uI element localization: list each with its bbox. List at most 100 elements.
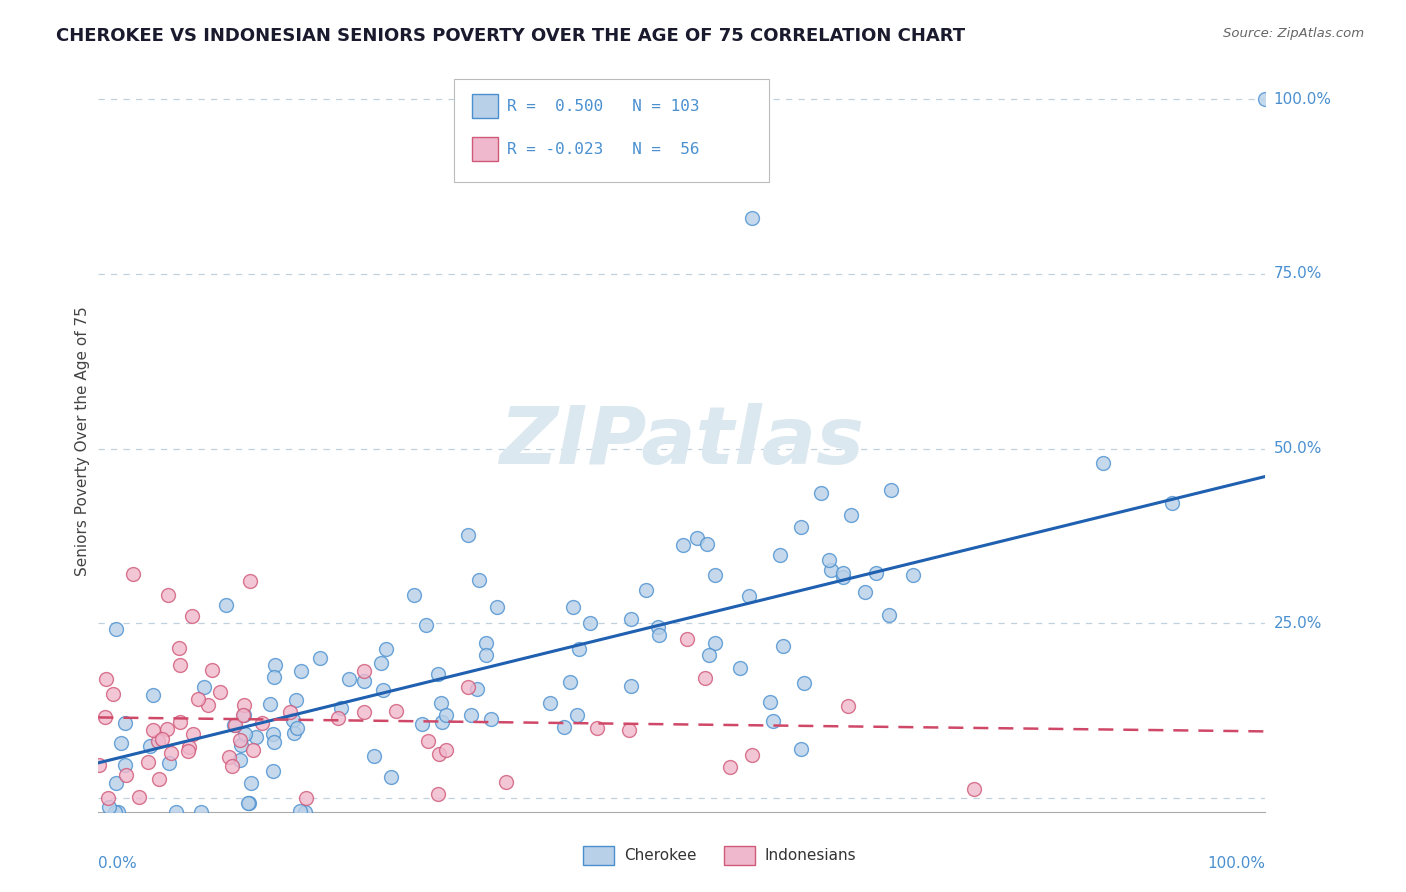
Point: [427, 666, 450, 681]
Point: [150, 732, 173, 747]
Point: [232, 708, 254, 723]
Point: [384, 704, 406, 718]
Point: [474, 648, 496, 662]
Text: ZIPatlas: ZIPatlas: [499, 402, 865, 481]
Point: [789, 520, 811, 534]
Point: [434, 743, 457, 757]
Point: [242, 743, 264, 757]
Point: [353, 664, 375, 678]
Point: [229, 738, 252, 752]
Point: [177, 739, 200, 754]
Point: [1161, 496, 1184, 510]
Point: [252, 715, 274, 730]
Point: [457, 528, 479, 542]
Text: Indonesians: Indonesians: [765, 848, 856, 863]
Point: [465, 681, 488, 696]
Point: [831, 569, 853, 583]
Point: [430, 715, 453, 730]
Point: [224, 718, 246, 732]
Point: [415, 617, 437, 632]
Point: [741, 211, 763, 225]
Point: [245, 730, 267, 744]
Point: [177, 744, 200, 758]
Point: [167, 640, 190, 655]
Point: [222, 718, 245, 732]
Point: [104, 622, 127, 636]
Point: [820, 563, 842, 577]
Point: [236, 796, 259, 810]
Point: [568, 642, 591, 657]
Point: [579, 615, 602, 630]
Point: [262, 727, 284, 741]
Point: [87, 758, 110, 772]
Point: [259, 697, 281, 711]
Point: [330, 701, 353, 715]
Point: [686, 531, 709, 545]
Point: [1254, 92, 1277, 106]
Text: 75.0%: 75.0%: [1274, 267, 1322, 281]
Point: [430, 696, 453, 710]
Point: [294, 805, 316, 819]
Point: [138, 739, 160, 753]
Point: [96, 672, 118, 686]
Point: [309, 650, 332, 665]
Point: [617, 723, 640, 737]
Point: [98, 800, 121, 814]
Point: [585, 721, 607, 735]
Text: 25.0%: 25.0%: [1274, 615, 1322, 631]
Point: [263, 658, 285, 673]
Point: [238, 796, 260, 810]
Point: [156, 722, 179, 736]
Point: [880, 483, 903, 497]
Point: [380, 770, 402, 784]
Point: [474, 636, 496, 650]
Point: [104, 805, 127, 819]
Text: R =  0.500   N = 103: R = 0.500 N = 103: [508, 99, 699, 113]
Point: [263, 735, 285, 749]
Point: [468, 573, 491, 587]
Text: R = -0.023   N =  56: R = -0.023 N = 56: [508, 142, 699, 157]
Point: [105, 775, 128, 789]
Point: [93, 710, 115, 724]
Point: [229, 753, 252, 767]
Point: [457, 681, 479, 695]
Point: [718, 760, 741, 774]
Point: [370, 656, 392, 670]
Point: [738, 589, 761, 603]
Point: [229, 733, 252, 747]
Point: [288, 804, 311, 818]
Point: [169, 658, 191, 673]
Point: [285, 693, 308, 707]
Point: [697, 648, 720, 662]
Point: [107, 805, 129, 819]
Text: Cherokee: Cherokee: [624, 848, 697, 863]
Point: [695, 671, 717, 685]
Point: [239, 775, 262, 789]
Point: [704, 568, 727, 582]
Point: [703, 636, 725, 650]
Point: [169, 715, 191, 730]
Point: [278, 706, 301, 720]
Point: [772, 639, 794, 653]
Point: [142, 723, 165, 737]
Point: [190, 805, 212, 819]
Point: [283, 726, 305, 740]
Point: [114, 758, 136, 772]
Point: [426, 788, 449, 802]
Point: [553, 720, 575, 734]
Point: [789, 742, 811, 756]
Point: [839, 508, 862, 523]
Point: [769, 548, 792, 562]
Point: [762, 714, 785, 729]
Text: CHEROKEE VS INDONESIAN SENIORS POVERTY OVER THE AGE OF 75 CORRELATION CHART: CHEROKEE VS INDONESIAN SENIORS POVERTY O…: [56, 27, 966, 45]
Point: [853, 584, 876, 599]
Point: [758, 695, 780, 709]
Point: [1092, 457, 1115, 471]
Point: [337, 673, 360, 687]
Point: [903, 567, 925, 582]
Point: [865, 566, 887, 580]
Point: [128, 789, 150, 804]
Point: [831, 566, 853, 580]
Point: [741, 748, 763, 763]
Point: [263, 669, 285, 683]
